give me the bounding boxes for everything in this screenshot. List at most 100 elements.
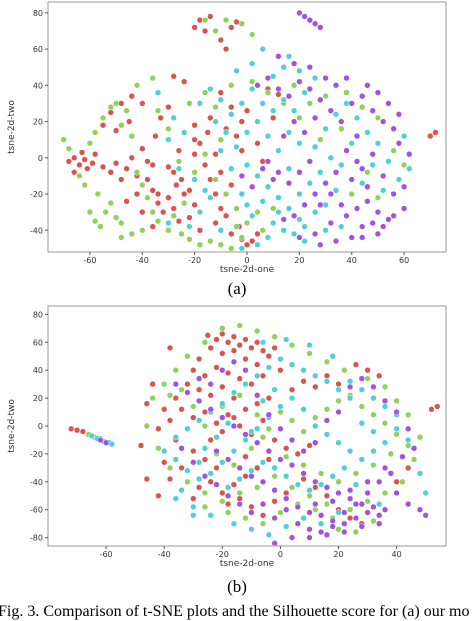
scatter-point-cyan <box>329 473 336 480</box>
scatter-point-cyan <box>224 420 232 427</box>
scatter-point-purple <box>275 85 282 93</box>
scatter-point-purple <box>270 176 277 183</box>
scatter-point-green <box>238 234 245 241</box>
scatter-point-purple <box>348 234 355 241</box>
scatter-point-cyan <box>301 89 308 96</box>
scatter-point-cyan <box>323 431 331 438</box>
scatter-point-red <box>242 336 249 343</box>
scatter-point-red <box>323 372 331 379</box>
scatter-point-purple <box>277 456 284 463</box>
scatter-point-red <box>283 445 290 452</box>
scatter-point-green <box>312 414 319 421</box>
scatter-point-green <box>405 442 412 449</box>
scatter-point-purple <box>283 506 290 513</box>
scatter-point-purple <box>296 78 303 85</box>
scatter-point-green <box>217 241 224 248</box>
scatter-point-cyan <box>335 439 342 446</box>
scatter-point-green <box>128 230 135 238</box>
scatter-point-cyan <box>207 512 214 519</box>
scatter-point-purple <box>301 129 308 136</box>
scatter-point-purple <box>364 198 371 205</box>
scatter-point-purple <box>369 219 376 227</box>
y-tick-label: 80 <box>33 9 43 18</box>
scatter-point-green <box>393 397 400 405</box>
scatter-point-cyan <box>264 183 272 190</box>
scatter-point-purple <box>172 380 179 388</box>
scatter-point-red <box>170 205 177 212</box>
scatter-point-purple <box>207 380 214 388</box>
scatter-point-red <box>335 380 342 388</box>
scatter-point-red <box>178 176 185 183</box>
scatter-point-red <box>191 151 198 158</box>
scatter-point-cyan <box>280 64 287 71</box>
scatter-point-cyan <box>338 161 345 169</box>
scatter-point-cyan <box>300 514 307 522</box>
scatter-point-purple <box>306 64 313 71</box>
scatter-point-purple <box>190 459 197 466</box>
scatter-point-red <box>190 367 197 374</box>
scatter-point-green <box>335 478 342 485</box>
scatter-point-green <box>190 403 197 410</box>
scatter-point-purple <box>376 478 383 485</box>
scatter-point-cyan <box>186 223 193 230</box>
scatter-point-green <box>370 411 377 418</box>
scatter-point-purple <box>317 512 325 519</box>
scatter-point-purple <box>327 190 334 198</box>
scatter-point-cyan <box>270 219 277 227</box>
scatter-point-green <box>219 325 226 332</box>
scatter-point-cyan <box>406 165 413 172</box>
scatter-point-cyan <box>335 509 342 516</box>
scatter-point-cyan <box>374 140 382 147</box>
x-axis-label: tsne-2d-one <box>220 559 275 569</box>
scatter-point-red <box>364 367 371 374</box>
scatter-point-cyan <box>254 372 261 379</box>
scatter-point-green <box>118 234 125 241</box>
scatter-point-purple <box>348 100 355 107</box>
scatter-point-purple <box>230 358 238 365</box>
scatter-point-purple <box>364 478 371 485</box>
scatter-point-purple <box>224 492 232 499</box>
scatter-point-cyan <box>224 484 232 491</box>
scatter-point-red <box>84 165 91 172</box>
scatter-point-green <box>359 103 366 111</box>
scatter-point-purple <box>416 506 424 513</box>
scatter-point-green <box>172 367 179 374</box>
scatter-point-cyan <box>288 394 296 402</box>
scatter-point-cyan <box>370 394 377 402</box>
scatter-point-purple <box>332 237 340 245</box>
scatter-point-red <box>346 514 354 522</box>
scatter-point-cyan <box>196 100 204 107</box>
scatter-point-green <box>249 78 256 85</box>
scatter-point-cyan <box>300 367 307 374</box>
scatter-point-red <box>186 214 193 221</box>
scatter-point-red <box>78 149 86 156</box>
scatter-point-green <box>107 199 114 207</box>
scatter-point-cyan <box>301 237 308 245</box>
scatter-point-green <box>343 89 350 96</box>
scatter-point-red <box>242 473 249 480</box>
panel-label-b: (b) <box>227 577 247 596</box>
scatter-point-purple <box>369 107 376 114</box>
scatter-point-purple <box>296 9 303 17</box>
scatter-point-red <box>144 176 151 183</box>
scatter-point-purple <box>370 503 377 511</box>
x-tick-label: 20 <box>333 550 343 559</box>
scatter-point-purple <box>335 408 342 416</box>
y-tick-label: -20 <box>30 450 43 459</box>
scatter-point-green <box>290 82 298 89</box>
scatter-point-purple <box>102 439 110 446</box>
scatter-point-red <box>233 18 240 26</box>
scatter-point-cyan <box>254 241 261 248</box>
scatter-point-green <box>338 125 345 132</box>
scatter-point-green <box>201 339 209 346</box>
scatter-point-purple <box>311 20 319 27</box>
scatter-point-purple <box>385 216 392 223</box>
scatter-point-cyan <box>329 353 336 360</box>
scatter-point-green <box>60 136 67 143</box>
scatter-point-red <box>149 380 156 388</box>
scatter-point-purple <box>341 528 348 536</box>
scatter-point-red <box>219 330 226 338</box>
scatter-point-green <box>364 375 371 382</box>
scatter-point-purple <box>271 487 278 494</box>
scatter-point-green <box>400 161 408 169</box>
